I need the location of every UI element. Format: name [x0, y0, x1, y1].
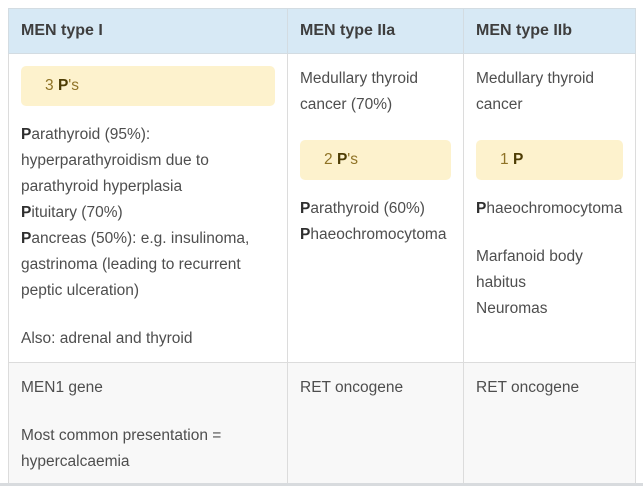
text-run: haeochromocytoma	[310, 226, 447, 243]
bold-text-run: P	[21, 126, 32, 143]
text-run: 's	[347, 151, 358, 168]
text-run: haeochromocytoma	[486, 200, 623, 217]
highlight-box: 1 P	[476, 140, 623, 180]
text-run: MEN1 gene	[21, 379, 103, 396]
bold-text-run: P	[300, 226, 311, 243]
column-header-men-type-i: MEN type I	[8, 8, 288, 54]
text-run: Neuromas	[476, 300, 548, 317]
text-paragraph: Also: adrenal and thyroid	[21, 326, 275, 352]
bold-text-run: P	[476, 200, 487, 217]
text-paragraph: Marfanoid body habitus Neuromas	[476, 244, 623, 322]
text-run: arathyroid (60%)	[310, 200, 425, 217]
column-header-men-type-iib: MEN type IIb	[463, 8, 636, 54]
text-run: RET oncogene	[300, 379, 404, 396]
text-run: Medullary thyroid cancer	[476, 70, 595, 113]
bold-text-run: P	[21, 204, 32, 221]
text-paragraph: Medullary thyroid cancer (70%)	[300, 66, 451, 118]
highlight-box: 3 P's	[21, 66, 275, 106]
text-paragraph: Parathyroid (60%) Phaeochromocytoma	[300, 196, 451, 248]
text-run: 2	[324, 151, 337, 168]
text-run: 1	[500, 151, 513, 168]
partial-next-element-strip	[0, 483, 643, 486]
cell-men-type-iib-features: Medullary thyroid cancer 1 P Phaeochromocy…	[463, 53, 636, 363]
text-run: Most common presentation = hypercalcaemi…	[21, 427, 222, 470]
features-row: 3 P's Parathyroid (95%): hyperparathyroid…	[8, 53, 636, 363]
page-content: MEN type I MEN type IIa MEN type IIb 3 P…	[8, 8, 636, 486]
highlight-box: 2 P's	[300, 140, 451, 180]
text-paragraph: Phaeochromocytoma	[476, 196, 623, 222]
text-paragraph: Parathyroid (95%): hyperparathyroidism d…	[21, 122, 275, 304]
cell-men-type-iib-genetics: RET oncogene	[463, 362, 636, 486]
text-run: Marfanoid body habitus	[476, 248, 583, 291]
text-paragraph: Most common presentation = hypercalcaemi…	[21, 423, 275, 475]
genetics-row: MEN1 gene Most common presentation = hype…	[8, 362, 636, 486]
bold-text-run: P	[57, 77, 69, 94]
text-run: Medullary thyroid cancer (70%)	[300, 70, 419, 113]
text-run: ituitary (70%)	[31, 204, 123, 221]
cell-men-type-iia-features: Medullary thyroid cancer (70%) 2 P's Parat…	[287, 53, 464, 363]
bold-text-run: P	[21, 230, 32, 247]
text-paragraph: RET oncogene	[476, 375, 623, 401]
men-comparison-table: MEN type I MEN type IIa MEN type IIb 3 P…	[8, 8, 636, 486]
text-paragraph: Medullary thyroid cancer	[476, 66, 623, 118]
bold-text-run: P	[336, 151, 348, 168]
bold-text-run: P	[300, 200, 311, 217]
text-run: 's	[68, 77, 79, 94]
column-header-men-type-iia: MEN type IIa	[287, 8, 464, 54]
header-row: MEN type I MEN type IIa MEN type IIb	[8, 8, 636, 54]
text-run: Also: adrenal and thyroid	[21, 330, 193, 347]
text-paragraph: MEN1 gene	[21, 375, 275, 401]
cell-men-type-i-genetics: MEN1 gene Most common presentation = hype…	[8, 362, 288, 486]
text-paragraph: RET oncogene	[300, 375, 451, 401]
text-run: ancreas (50%): e.g. insulinoma, gastrino…	[21, 230, 250, 299]
bold-text-run: P	[512, 151, 524, 168]
text-run: RET oncogene	[476, 379, 580, 396]
cell-men-type-i-features: 3 P's Parathyroid (95%): hyperparathyroid…	[8, 53, 288, 363]
text-run: arathyroid (95%): hyperparathyroidism du…	[21, 126, 209, 195]
text-run: 3	[45, 77, 58, 94]
cell-men-type-iia-genetics: RET oncogene	[287, 362, 464, 486]
